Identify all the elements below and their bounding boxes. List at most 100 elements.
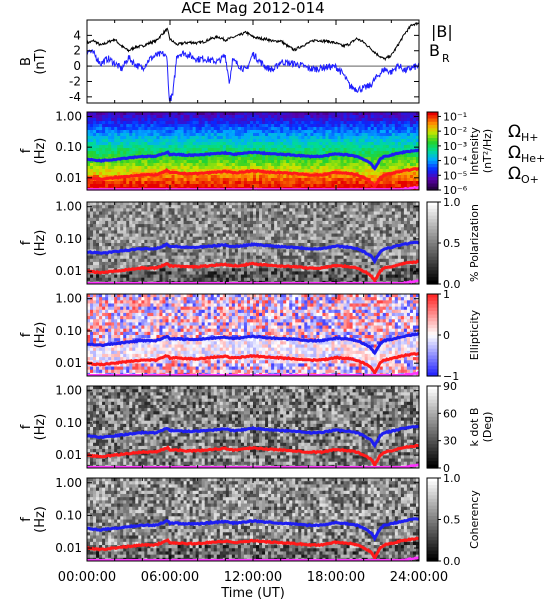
heatmap-cell (208, 148, 211, 151)
heatmap-cell (172, 163, 175, 166)
heatmap-cell (271, 278, 274, 282)
heatmap-cell (199, 124, 202, 127)
heatmap-cell (301, 130, 304, 133)
heatmap-cell (307, 169, 310, 172)
heatmap-cell (292, 218, 295, 222)
heatmap-cell (165, 237, 168, 241)
heatmap-cell (184, 115, 187, 118)
heatmap-cell (268, 112, 271, 115)
heatmap-cell (199, 237, 202, 241)
heatmap-cell (202, 148, 205, 151)
heatmap-cell (132, 148, 135, 151)
heatmap-cell (193, 148, 196, 151)
heatmap-cell (96, 172, 99, 175)
heatmap-cell (283, 240, 286, 244)
heatmap-cell (90, 139, 93, 142)
heatmap-cell (334, 133, 337, 136)
heatmap-cell (102, 246, 105, 250)
heatmap-cell (181, 157, 184, 160)
heatmap-cell (196, 275, 199, 279)
heatmap-cell (114, 145, 117, 148)
heatmap-cell (102, 227, 105, 231)
heatmap-cell (90, 169, 93, 172)
heatmap-cell (398, 160, 401, 163)
heatmap-cell (292, 142, 295, 145)
heatmap-cell (111, 262, 114, 266)
heatmap-cell (162, 124, 165, 127)
heatmap-cell (301, 259, 304, 263)
heatmap-cell (117, 227, 120, 231)
heatmap-cell (334, 163, 337, 166)
heatmap-cell (256, 154, 259, 157)
heatmap-cell (353, 121, 356, 124)
heatmap-cell (238, 227, 241, 231)
heatmap-cell (410, 133, 413, 136)
heatmap-cell (280, 215, 283, 219)
heatmap-cell (259, 205, 262, 209)
heatmap-cell (292, 163, 295, 166)
heatmap-cell (90, 265, 93, 269)
heatmap-cell (111, 115, 114, 118)
heatmap-cell (307, 259, 310, 263)
heatmap-cell (111, 246, 114, 250)
heatmap-cell (307, 211, 310, 215)
heatmap-cell (292, 139, 295, 142)
heatmap-cell (277, 181, 280, 184)
heatmap-cell (380, 163, 383, 166)
heatmap-cell (365, 136, 368, 139)
heatmap-cell (162, 157, 165, 160)
heatmap-cell (162, 184, 165, 187)
heatmap-cell (325, 142, 328, 145)
heatmap-cell (108, 118, 111, 121)
heatmap-cell (202, 234, 205, 238)
heatmap-cell (316, 208, 319, 212)
heatmap-cell (147, 275, 150, 279)
heatmap-cell (226, 249, 229, 253)
heatmap-cell (271, 230, 274, 234)
heatmap-cell (298, 169, 301, 172)
heatmap-cell (102, 148, 105, 151)
heatmap-cell (265, 252, 268, 256)
heatmap-cell (150, 127, 153, 130)
heatmap-cell (265, 208, 268, 212)
heatmap-cell (241, 256, 244, 260)
heatmap-cell (229, 133, 232, 136)
heatmap-cell (304, 139, 307, 142)
heatmap-cell (159, 208, 162, 212)
heatmap-cell (199, 211, 202, 215)
heatmap-cell (187, 237, 190, 241)
heatmap-cell (175, 127, 178, 130)
heatmap-cell (295, 118, 298, 121)
heatmap-cell (262, 127, 265, 130)
heatmap-cell (295, 130, 298, 133)
heatmap-cell (147, 208, 150, 212)
heatmap-cell (395, 136, 398, 139)
heatmap-cell (181, 278, 184, 282)
heatmap-cell (304, 148, 307, 151)
heatmap-cell (359, 139, 362, 142)
heatmap-cell (120, 243, 123, 247)
heatmap-cell (359, 136, 362, 139)
heatmap-cell (144, 234, 147, 238)
heatmap-cell (319, 139, 322, 142)
heatmap-cell (150, 211, 153, 215)
heatmap-cell (199, 230, 202, 234)
heatmap-cell (268, 230, 271, 234)
heatmap-cell (238, 268, 241, 272)
heatmap-cell (181, 215, 184, 219)
heatmap-cell (328, 136, 331, 139)
heatmap-cell (304, 112, 307, 115)
y-tick-label: 2 (73, 44, 81, 58)
heatmap-cell (193, 211, 196, 215)
heatmap-cell (226, 160, 229, 163)
heatmap-cell (138, 166, 141, 169)
heatmap-cell (138, 112, 141, 115)
heatmap-cell (211, 237, 214, 241)
heatmap-cell (310, 275, 313, 279)
heatmap-cell (138, 221, 141, 225)
heatmap-cell (316, 205, 319, 209)
heatmap-cell (286, 166, 289, 169)
heatmap-cell (398, 121, 401, 124)
heatmap-cell (87, 265, 90, 269)
heatmap-cell (108, 240, 111, 244)
